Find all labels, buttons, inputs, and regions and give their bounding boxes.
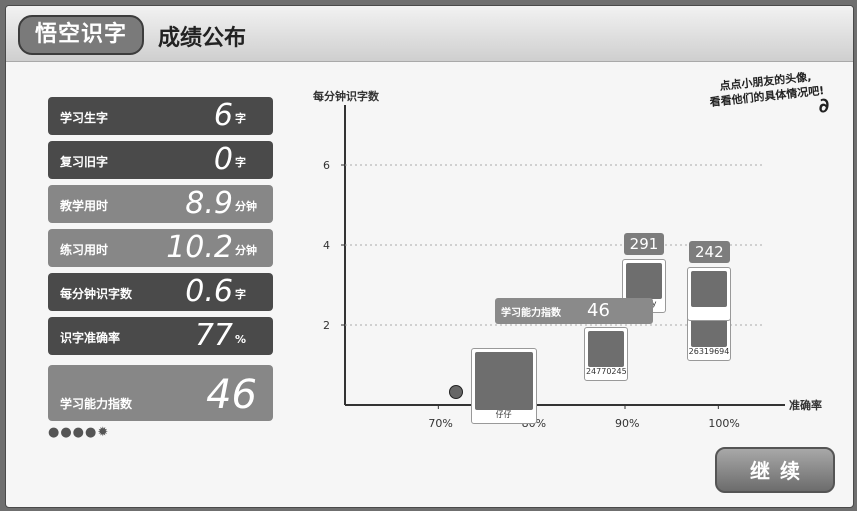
stat-value: 77 xyxy=(194,318,233,353)
progress-dots: ●●●●✹ xyxy=(48,425,110,440)
stat-label: 练习用时 xyxy=(60,243,109,257)
y-tick-label: 6 xyxy=(323,159,330,172)
score-tag: 291 xyxy=(623,233,665,255)
stat-chars-per-minute: 每分钟识字数 0.6 字 xyxy=(48,273,273,311)
stat-new-characters: 学习生字 6 字 xyxy=(48,97,273,135)
stat-value: 46 xyxy=(206,372,257,418)
stat-unit: 分钟 xyxy=(235,200,257,213)
popup-value: 46 xyxy=(587,300,610,321)
avatar-caption: 仔仔 xyxy=(495,410,512,419)
stat-unit: 字 xyxy=(235,156,246,169)
stat-value: 0 xyxy=(213,142,233,177)
stat-value: 8.9 xyxy=(185,186,233,221)
score-tag: 242 xyxy=(689,241,730,263)
stat-ability-index: 学习能力指数 46 xyxy=(48,365,273,421)
stat-teaching-time: 教学用时 8.9 分钟 xyxy=(48,185,273,223)
avatar-photo xyxy=(691,271,727,307)
stat-value: 0.6 xyxy=(185,274,233,309)
x-axis-label: 准确率 xyxy=(789,398,822,412)
page-title: 成绩公布 xyxy=(158,26,247,51)
stat-label: 复习旧字 xyxy=(60,155,109,169)
stat-unit: 字 xyxy=(235,112,246,125)
stat-label: 教学用时 xyxy=(60,199,109,213)
classmate-avatar[interactable] xyxy=(687,267,731,321)
self-avatar[interactable]: 仔仔 xyxy=(470,348,537,424)
stat-unit: % xyxy=(235,333,247,346)
stat-practice-time: 练习用时 10.2 分钟 xyxy=(48,229,273,267)
app-logo: 悟空识字 xyxy=(18,15,144,55)
avatar-photo xyxy=(588,331,625,367)
stat-value: 10.2 xyxy=(166,230,233,265)
stat-label: 识字准确率 xyxy=(60,331,121,345)
header-bar: 悟空识字 成绩公布 xyxy=(6,6,853,62)
stat-unit: 字 xyxy=(235,288,246,301)
x-tick-label: 90% xyxy=(615,417,639,430)
stat-label: 学习能力指数 xyxy=(60,397,133,411)
self-marker-dot xyxy=(448,385,463,399)
x-tick-label: 70% xyxy=(428,417,452,430)
stat-accuracy: 识字准确率 77 % xyxy=(48,317,273,355)
y-tick-label: 2 xyxy=(323,319,330,332)
classmate-avatar[interactable]: 24770245 xyxy=(584,327,629,381)
stat-label: 每分钟识字数 xyxy=(60,287,133,301)
stat-unit: 分钟 xyxy=(235,244,257,257)
y-axis-label: 每分钟识字数 xyxy=(313,89,380,103)
y-tick-label: 4 xyxy=(323,239,330,252)
avatar-photo xyxy=(474,352,533,410)
avatar-photo xyxy=(625,263,662,299)
stat-label: 学习生字 xyxy=(60,111,109,125)
stat-value: 6 xyxy=(213,98,233,133)
ability-index-popup: 学习能力指数 46 xyxy=(495,298,653,324)
stat-review-characters: 复习旧字 0 字 xyxy=(48,141,273,179)
x-tick-label: 100% xyxy=(708,417,739,430)
continue-button[interactable]: 继续 xyxy=(715,447,835,493)
popup-label: 学习能力指数 xyxy=(501,308,561,319)
avatar-caption: 26319694 xyxy=(688,347,730,356)
avatar-caption: 24770245 xyxy=(585,367,627,376)
